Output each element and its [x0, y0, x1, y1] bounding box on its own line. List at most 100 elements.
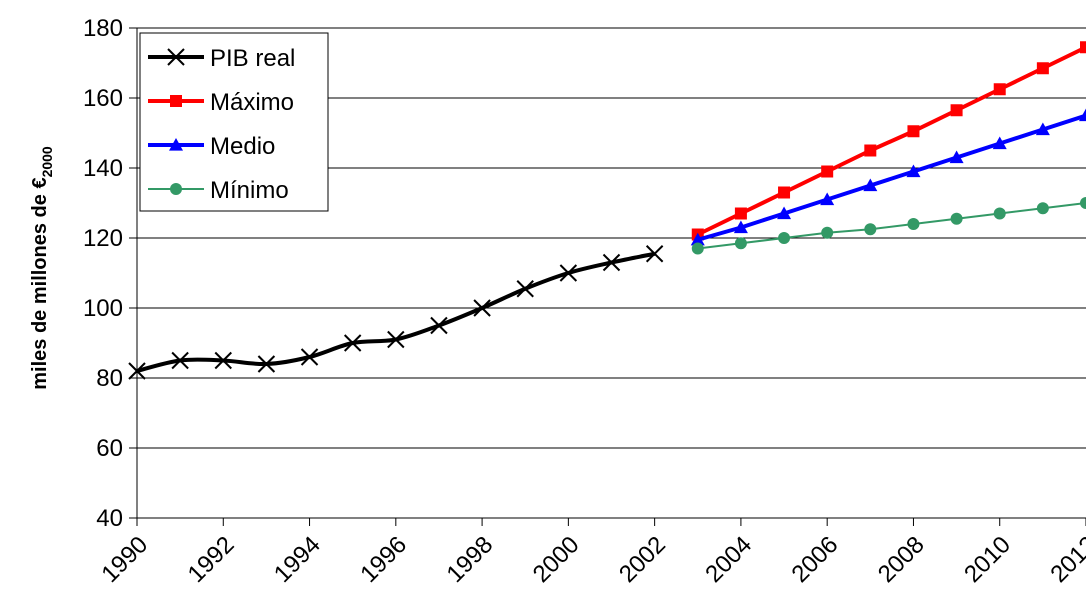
data-point [734, 207, 747, 220]
legend-item: Medio [148, 133, 275, 160]
data-point [257, 355, 276, 373]
series-3 [691, 197, 1086, 255]
legend-item: PIB real [148, 45, 295, 72]
data-point [300, 348, 319, 366]
x-tick-label: 1990 [96, 531, 153, 588]
series-0 [128, 245, 664, 380]
data-point [1035, 122, 1050, 136]
y-axis-label: miles de millones de €2000 [29, 146, 55, 390]
y-tick-label: 160 [83, 85, 123, 112]
marker-stroke [602, 253, 621, 272]
series-line [136, 251, 656, 373]
marker-stroke [214, 351, 232, 370]
data-point [949, 150, 964, 164]
data-point [171, 351, 189, 370]
data-point [214, 351, 232, 370]
data-point [778, 186, 791, 199]
data-point [1036, 202, 1049, 215]
legend-label: Medio [210, 133, 275, 160]
data-point [907, 218, 920, 230]
data-point [1079, 108, 1086, 122]
x-tick-label: 2010 [959, 531, 1016, 588]
axes [136, 28, 1086, 519]
data-point [387, 330, 405, 349]
series-line [697, 202, 1086, 250]
marker-stroke [171, 351, 189, 370]
data-point [993, 83, 1006, 96]
legend-label: PIB real [210, 45, 295, 72]
data-point [778, 232, 791, 244]
data-point [820, 192, 835, 206]
data-point [343, 334, 362, 352]
x-tick-label: 1996 [355, 531, 412, 588]
y-tick-label: 100 [83, 295, 123, 322]
marker-stroke [387, 330, 405, 349]
x-tick-label: 1992 [183, 531, 240, 588]
data-point [430, 316, 448, 335]
y-axis-label-text: miles de millones de € [29, 177, 51, 389]
marker-stroke [430, 316, 448, 335]
y-tick-label: 140 [83, 155, 123, 182]
y-tick-label: 80 [96, 365, 123, 392]
data-point [950, 212, 963, 225]
series-2 [690, 108, 1086, 246]
legend-marker [167, 48, 185, 66]
marker-stroke [300, 348, 319, 366]
series-line [697, 113, 1086, 242]
marker-stroke [516, 280, 534, 298]
legend-item: Máximo [148, 89, 294, 116]
data-point [602, 253, 621, 272]
data-point [821, 165, 834, 178]
marker-stroke [473, 299, 491, 317]
legend: PIB real Máximo Medio Mínimo [139, 32, 329, 212]
x-tick-label: 2012 [1045, 531, 1086, 588]
data-point [645, 245, 664, 263]
marker-stroke [167, 48, 185, 66]
data-point [993, 207, 1006, 220]
data-point [864, 144, 877, 157]
data-point [906, 164, 921, 178]
data-point [733, 220, 748, 234]
x-axis-ticks: 1990 1992 1994 1996 1998 2000 2002 2004 2006 2008… [96, 518, 1086, 588]
data-point [907, 125, 920, 138]
x-tick-label: 2002 [614, 531, 671, 588]
data-point [1036, 62, 1049, 75]
data-point [1080, 197, 1086, 209]
data-point [559, 264, 578, 282]
y-tick-label: 60 [96, 435, 123, 462]
data-point [950, 104, 963, 117]
y-axis-label-subscript: 2000 [39, 146, 55, 177]
marker-stroke [128, 362, 146, 380]
data-point [691, 242, 704, 255]
legend-marker [169, 138, 183, 151]
series-group [128, 41, 1086, 380]
data-point [864, 223, 877, 236]
x-tick-label: 2000 [528, 531, 585, 588]
y-tick-label: 180 [83, 15, 123, 42]
legend-marker [170, 183, 182, 195]
x-tick-label: 2008 [873, 531, 930, 588]
series-line [696, 45, 1086, 237]
data-point [473, 299, 491, 317]
data-point [516, 280, 534, 298]
data-point [1080, 41, 1086, 54]
x-tick-label: 1994 [269, 531, 326, 588]
y-tick-label: 40 [96, 505, 123, 532]
y-tick-label: 120 [83, 225, 123, 252]
x-tick-label: 1998 [441, 531, 498, 588]
marker-stroke [257, 355, 276, 373]
data-point [128, 362, 146, 380]
legend-label: Máximo [210, 89, 294, 116]
legend-item: Mínimo [148, 177, 289, 204]
data-point [821, 226, 834, 239]
data-point [863, 178, 878, 192]
marker-stroke [559, 264, 578, 282]
x-tick-label: 2004 [700, 531, 757, 588]
legend-marker [170, 95, 182, 107]
y-axis-ticks: 40 60 80 100 120 140 160 180 [83, 15, 137, 532]
data-point [690, 232, 705, 246]
marker-stroke [645, 245, 664, 263]
marker-stroke [343, 334, 362, 352]
svg-text:miles de millones de €2000: miles de millones de €2000 [29, 146, 55, 390]
